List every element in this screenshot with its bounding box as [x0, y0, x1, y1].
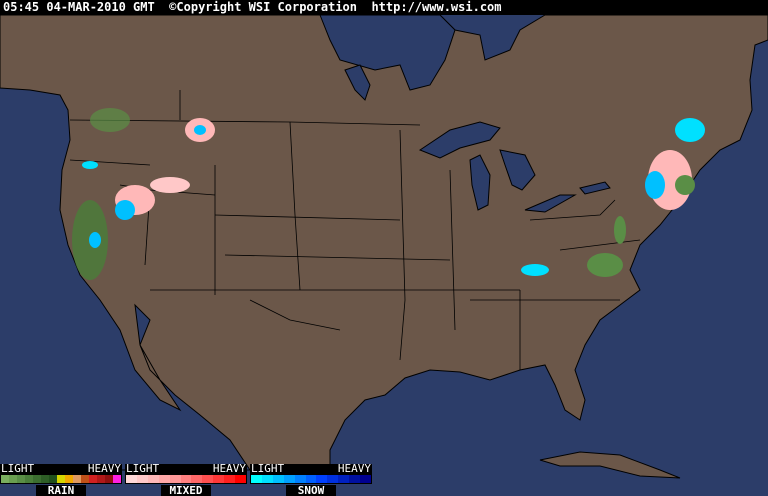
legend-swatch — [261, 475, 273, 483]
lake-superior — [418, 121, 501, 159]
lake-ontario — [579, 181, 611, 195]
legend-name: MIXED — [161, 485, 211, 496]
legend-swatch — [147, 475, 159, 483]
legend-swatch — [126, 475, 137, 483]
legend-swatch — [158, 475, 170, 483]
cuba — [539, 451, 681, 479]
legend-color-bar — [125, 474, 247, 484]
legend-swatch — [41, 475, 49, 483]
legend-swatch — [305, 475, 317, 483]
legend-swatch — [251, 475, 262, 483]
legend-swatch — [73, 475, 81, 483]
legend-swatch — [360, 475, 371, 483]
precipitation-echoes — [72, 108, 705, 280]
legend-swatch — [180, 475, 192, 483]
legend-rain: LIGHT HEAVY RAIN — [0, 462, 122, 496]
legend-low-label: LIGHT — [251, 462, 285, 475]
lake-winnipeg — [344, 64, 371, 101]
legend-swatch — [338, 475, 350, 483]
legend-swatch — [316, 475, 328, 483]
legend-swatch — [283, 475, 295, 483]
hudson-bay — [319, 14, 456, 91]
legend-swatch — [169, 475, 181, 483]
legend-swatch — [25, 475, 33, 483]
legend-swatch — [9, 475, 17, 483]
header-timestamp-copyright: 05:45 04-MAR-2010 GMT ©Copyright WSI Cor… — [0, 0, 768, 15]
legend-swatch — [213, 475, 225, 483]
legend-swatch — [33, 475, 41, 483]
legend-swatch — [202, 475, 214, 483]
legend-color-bar — [0, 474, 122, 484]
legend-name: SNOW — [286, 485, 336, 496]
state-borders — [69, 90, 641, 370]
legend-swatch — [89, 475, 97, 483]
lake-huron — [499, 149, 536, 191]
legend-swatch — [327, 475, 339, 483]
legend-high-label: HEAVY — [212, 462, 246, 475]
legend-swatch — [113, 475, 121, 483]
legend-swatch — [294, 475, 306, 483]
legend-mixed: LIGHT HEAVY MIXED — [125, 462, 247, 496]
legend-high-label: HEAVY — [337, 462, 371, 475]
legend-swatch — [97, 475, 105, 483]
legend-swatch — [272, 475, 284, 483]
legend-swatch — [349, 475, 361, 483]
legend-low-label: LIGHT — [1, 462, 35, 475]
legend-swatch — [1, 475, 9, 483]
legend-name: RAIN — [36, 485, 86, 496]
legend-swatch — [105, 475, 113, 483]
lake-erie — [524, 194, 577, 213]
legend-snow: LIGHT HEAVY SNOW — [250, 462, 372, 496]
lake-michigan — [469, 154, 491, 211]
legend-swatch — [17, 475, 25, 483]
legend-swatch — [57, 475, 65, 483]
legend-swatch — [191, 475, 203, 483]
legend-swatch — [81, 475, 89, 483]
legend-swatch — [65, 475, 73, 483]
legend-high-label: HEAVY — [87, 462, 121, 475]
legend-swatch — [224, 475, 236, 483]
legend-swatch — [49, 475, 57, 483]
legend-color-bar — [250, 474, 372, 484]
legend-low-label: LIGHT — [126, 462, 160, 475]
legend-swatch — [136, 475, 148, 483]
legend-swatch — [235, 475, 246, 483]
